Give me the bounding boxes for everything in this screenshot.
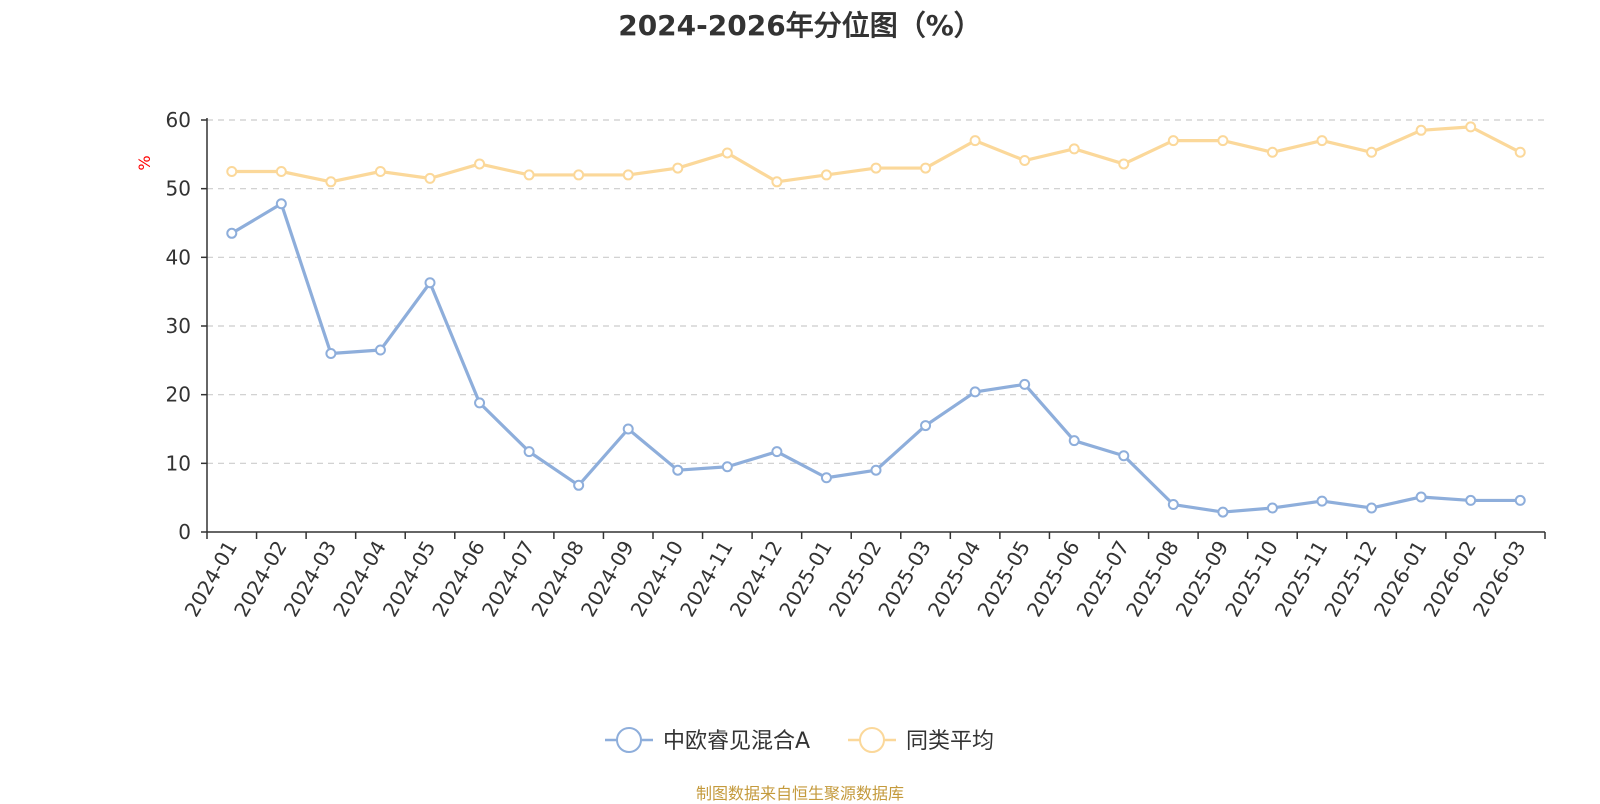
legend-item-2: 同类平均	[848, 727, 994, 754]
data-point	[721, 461, 733, 473]
data-point	[275, 166, 287, 177]
legend-marker	[616, 727, 642, 753]
data-point	[1217, 506, 1229, 518]
data-point	[721, 147, 733, 159]
data-point	[1366, 502, 1378, 514]
data-point	[920, 162, 932, 174]
chart-title: 2024-2026年分位图（%）	[618, 9, 982, 42]
y-tick-label: 20	[166, 383, 191, 407]
series-2	[226, 121, 1526, 188]
axes: 0102030405060%2024-012024-022024-032024-…	[135, 108, 1546, 621]
data-point	[622, 169, 634, 181]
y-tick-label: 10	[166, 451, 191, 475]
data-point	[1019, 378, 1031, 390]
data-point	[622, 423, 634, 435]
data-point	[573, 169, 585, 181]
y-axis-label: %	[135, 155, 154, 170]
data-point	[1514, 146, 1526, 158]
data-point	[920, 420, 932, 432]
data-point	[573, 479, 585, 491]
data-point	[275, 198, 287, 210]
data-point	[1514, 494, 1526, 506]
y-tick-label: 40	[166, 245, 191, 269]
data-point	[1068, 435, 1080, 447]
data-point	[1465, 121, 1477, 133]
data-point	[374, 166, 386, 177]
data-point	[523, 169, 535, 181]
data-point	[1118, 450, 1130, 462]
data-point	[1465, 494, 1477, 506]
data-source-footer: 制图数据来自恒生聚源数据库	[695, 784, 904, 803]
data-point	[969, 135, 981, 147]
data-point	[1415, 491, 1427, 503]
data-point	[226, 227, 238, 239]
data-point	[969, 386, 981, 398]
grid-lines	[207, 119, 1545, 464]
data-point	[1266, 146, 1278, 158]
data-point	[424, 277, 436, 289]
data-point	[226, 166, 238, 177]
legend-label: 同类平均	[906, 729, 994, 754]
data-point	[1118, 158, 1130, 170]
legend-item-1: 中欧睿见混合A	[605, 727, 810, 754]
data-point	[820, 169, 832, 181]
data-point	[1316, 135, 1328, 147]
data-point	[325, 347, 337, 359]
y-tick-label: 60	[166, 108, 191, 132]
data-point	[474, 397, 486, 409]
data-point	[1316, 495, 1328, 507]
data-point	[1366, 146, 1378, 158]
data-point	[1266, 502, 1278, 514]
data-point	[1019, 155, 1031, 167]
data-point	[1167, 135, 1179, 147]
data-point	[1068, 143, 1080, 155]
data-point	[374, 344, 386, 356]
y-tick-label: 0	[178, 520, 191, 544]
y-tick-label: 50	[166, 177, 191, 201]
legend-label: 中欧睿见混合A	[663, 729, 810, 754]
data-point	[1415, 124, 1427, 136]
data-point	[474, 158, 486, 170]
legend-marker	[859, 727, 885, 753]
data-point	[325, 176, 337, 188]
data-point	[820, 472, 832, 484]
data-point	[424, 172, 436, 184]
data-point	[523, 446, 535, 458]
y-tick-label: 30	[166, 314, 191, 338]
data-point	[672, 162, 684, 174]
data-point	[1167, 499, 1179, 511]
data-point	[870, 464, 882, 476]
series	[226, 121, 1526, 518]
series-1	[226, 198, 1526, 518]
data-point	[1217, 135, 1229, 147]
data-point	[771, 176, 783, 188]
data-point	[672, 464, 684, 476]
data-point	[870, 162, 882, 174]
data-point	[771, 446, 783, 458]
legend: 中欧睿见混合A 同类平均	[605, 727, 994, 754]
